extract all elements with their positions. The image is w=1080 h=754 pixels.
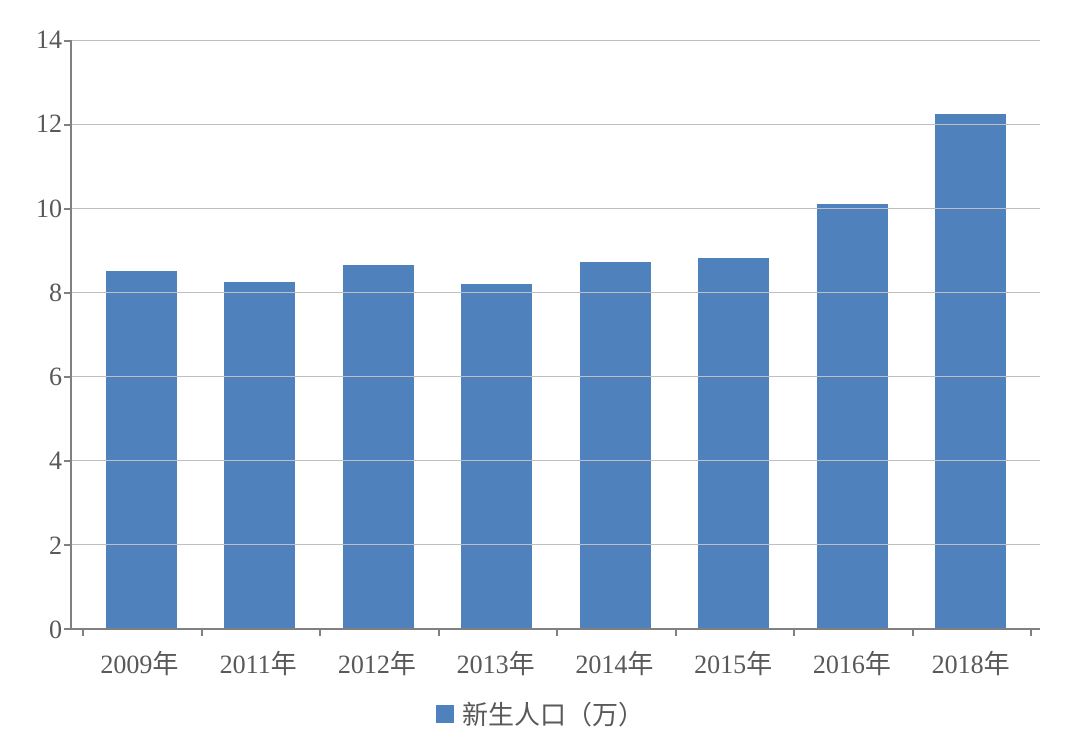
y-tick-label: 10	[36, 194, 62, 224]
gridline	[72, 124, 1040, 125]
bar	[224, 282, 295, 629]
legend-label: 新生人口（万）	[462, 695, 644, 732]
y-tick-label: 4	[49, 446, 62, 476]
bar-slot	[556, 40, 675, 628]
y-tick-label: 12	[36, 109, 62, 139]
bar	[106, 271, 177, 628]
y-tick-label: 0	[49, 615, 62, 645]
bar-slot	[82, 40, 201, 628]
y-tick-mark	[64, 292, 72, 294]
y-tick-mark	[64, 628, 72, 630]
x-tick-mark	[319, 628, 321, 636]
x-tick-mark	[438, 628, 440, 636]
bar	[935, 114, 1006, 629]
gridline	[72, 40, 1040, 41]
y-tick-mark	[64, 124, 72, 126]
y-tick-mark	[64, 544, 72, 546]
x-tick-mark	[1030, 628, 1032, 636]
y-axis: 02468101214	[0, 40, 70, 630]
gridline	[72, 460, 1040, 461]
bar-slot	[675, 40, 794, 628]
plot-row: 02468101214	[0, 40, 1080, 630]
gridline	[72, 376, 1040, 377]
bar	[343, 265, 414, 628]
x-tick-mark	[675, 628, 677, 636]
x-tick-label: 2013年	[436, 644, 555, 681]
bar	[698, 258, 769, 628]
x-tick-mark	[556, 628, 558, 636]
y-tick-label: 6	[49, 362, 62, 392]
bar-slot	[793, 40, 912, 628]
bar-slot	[319, 40, 438, 628]
x-axis-labels: 2009年2011年2012年2013年2014年2015年2016年2018年	[70, 644, 1040, 681]
bar	[817, 204, 888, 628]
gridline	[72, 292, 1040, 293]
bar	[461, 284, 532, 628]
x-tick-label: 2016年	[793, 644, 912, 681]
bar-slot	[912, 40, 1031, 628]
legend: 新生人口（万）	[0, 695, 1080, 732]
bar-group	[72, 40, 1040, 628]
gridline	[72, 208, 1040, 209]
y-tick-mark	[64, 208, 72, 210]
chart-container: 02468101214 2009年2011年2012年2013年2014年201…	[0, 0, 1080, 754]
x-tick-label: 2018年	[911, 644, 1030, 681]
legend-swatch	[436, 705, 454, 723]
y-tick-label: 8	[49, 278, 62, 308]
y-tick-mark	[64, 40, 72, 42]
x-tick-label: 2015年	[674, 644, 793, 681]
y-tick-mark	[64, 460, 72, 462]
gridline	[72, 544, 1040, 545]
x-tick-mark	[201, 628, 203, 636]
bar	[580, 262, 651, 628]
y-tick-label: 14	[36, 25, 62, 55]
x-tick-label: 2009年	[80, 644, 199, 681]
x-tick-mark	[793, 628, 795, 636]
x-tick-label: 2014年	[555, 644, 674, 681]
bar-slot	[438, 40, 557, 628]
x-tick-mark	[82, 628, 84, 636]
x-tick-label: 2012年	[318, 644, 437, 681]
x-tick-label: 2011年	[199, 644, 318, 681]
y-tick-label: 2	[49, 531, 62, 561]
bar-slot	[201, 40, 320, 628]
y-tick-mark	[64, 376, 72, 378]
plot-area	[70, 40, 1040, 630]
x-tick-mark	[912, 628, 914, 636]
